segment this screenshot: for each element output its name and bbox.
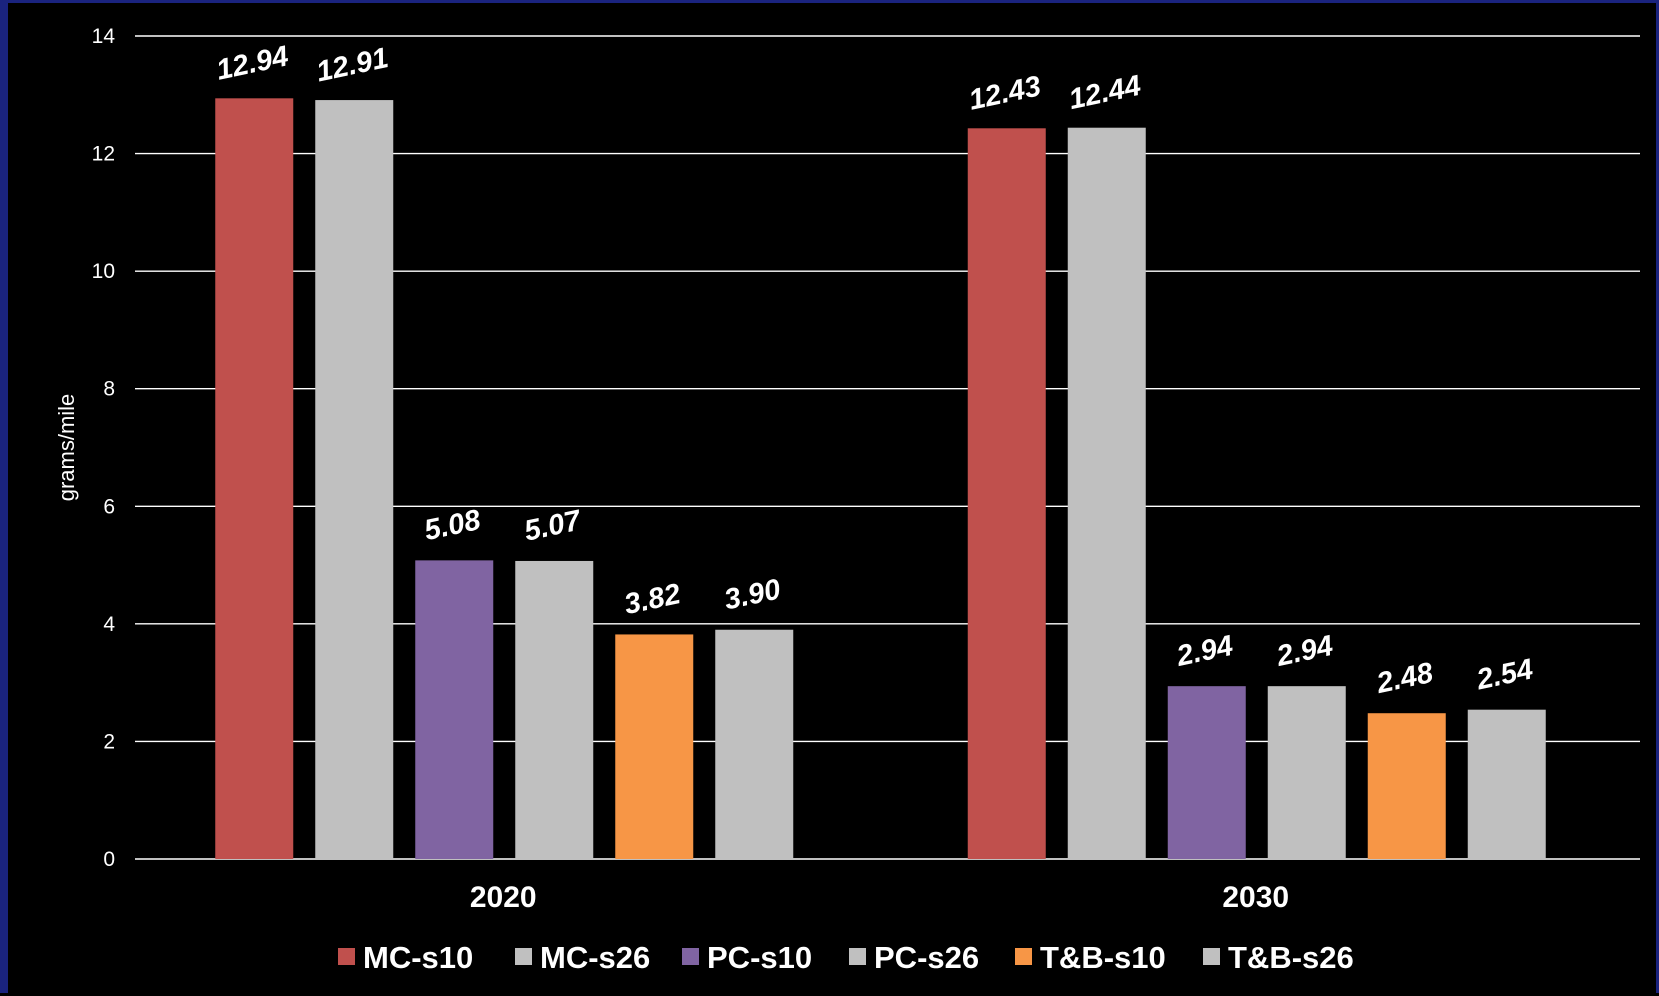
bar-t-b-s10: [615, 634, 693, 859]
bars: [215, 98, 1546, 859]
x-axis-categories: 2020 2030: [470, 881, 1289, 914]
bar-pc-s10: [415, 560, 493, 859]
legend-swatch: [1015, 948, 1032, 965]
legend-swatch: [338, 948, 355, 965]
data-label: 2.54: [1473, 653, 1536, 696]
legend-swatch: [515, 948, 532, 965]
data-label: 5.08: [421, 504, 484, 547]
x-category-label: 2020: [470, 881, 537, 914]
legend-label: PC-s26: [874, 940, 979, 975]
data-label: 5.07: [521, 504, 585, 547]
legend-label: MC-s26: [540, 940, 650, 975]
legend-label: MC-s10: [363, 940, 473, 975]
data-label: 3.90: [721, 573, 783, 616]
legend-item: PC-s26: [849, 940, 979, 975]
data-label: 12.44: [1066, 70, 1144, 116]
legend-label: T&B-s26: [1228, 940, 1354, 975]
bar-pc-s26: [515, 561, 593, 859]
data-label: 12.91: [314, 42, 392, 88]
y-tick-label: 6: [103, 495, 115, 518]
bar-mc-s10: [215, 98, 293, 859]
data-label: 12.43: [966, 70, 1044, 116]
y-axis-ticks: 0 2 4 6 8 10 12 14: [92, 25, 116, 871]
bar-pc-s26: [1268, 686, 1346, 859]
bar-mc-s26: [1068, 128, 1146, 859]
data-label: 2.94: [1173, 630, 1236, 673]
legend: MC-s10 MC-s26 PC-s10 PC-s26 T&B-s10 T&B-s26: [338, 940, 1354, 975]
data-label: 2.48: [1373, 657, 1437, 700]
legend-item: T&B-s26: [1203, 940, 1354, 975]
bar-mc-s10: [968, 128, 1046, 859]
legend-swatch: [1203, 948, 1220, 965]
legend-item: T&B-s10: [1015, 940, 1166, 975]
bar-mc-s26: [315, 100, 393, 859]
y-tick-label: 14: [92, 25, 116, 48]
legend-item: MC-s26: [515, 940, 650, 975]
y-tick-label: 0: [103, 848, 115, 871]
bar-pc-s10: [1168, 686, 1246, 859]
legend-item: MC-s10: [338, 940, 473, 975]
y-tick-label: 10: [92, 260, 115, 283]
legend-item: PC-s10: [682, 940, 812, 975]
y-tick-label: 12: [92, 143, 115, 166]
data-labels: 12.94 12.91 5.08 5.07 3.82 3.90 12.43 12.44 2.94…: [214, 40, 1536, 700]
bar-t-b-s26: [715, 630, 793, 859]
data-label: 2.94: [1273, 630, 1336, 673]
legend-swatch: [849, 948, 866, 965]
x-category-label: 2030: [1222, 881, 1289, 914]
y-axis-title: grams/mile: [54, 394, 79, 502]
y-tick-label: 2: [103, 730, 115, 753]
y-tick-label: 4: [103, 613, 115, 636]
legend-label: PC-s10: [707, 940, 812, 975]
data-label: 3.82: [621, 578, 683, 621]
data-label: 12.94: [214, 40, 292, 86]
bar-t-b-s26: [1468, 710, 1546, 859]
bar-t-b-s10: [1368, 713, 1446, 859]
legend-swatch: [682, 948, 699, 965]
bar-chart: 0 2 4 6 8 10 12 14 grams/mile 12.94 12.91 5.08 5.0…: [8, 3, 1659, 996]
y-tick-label: 8: [103, 378, 115, 401]
legend-label: T&B-s10: [1040, 940, 1166, 975]
